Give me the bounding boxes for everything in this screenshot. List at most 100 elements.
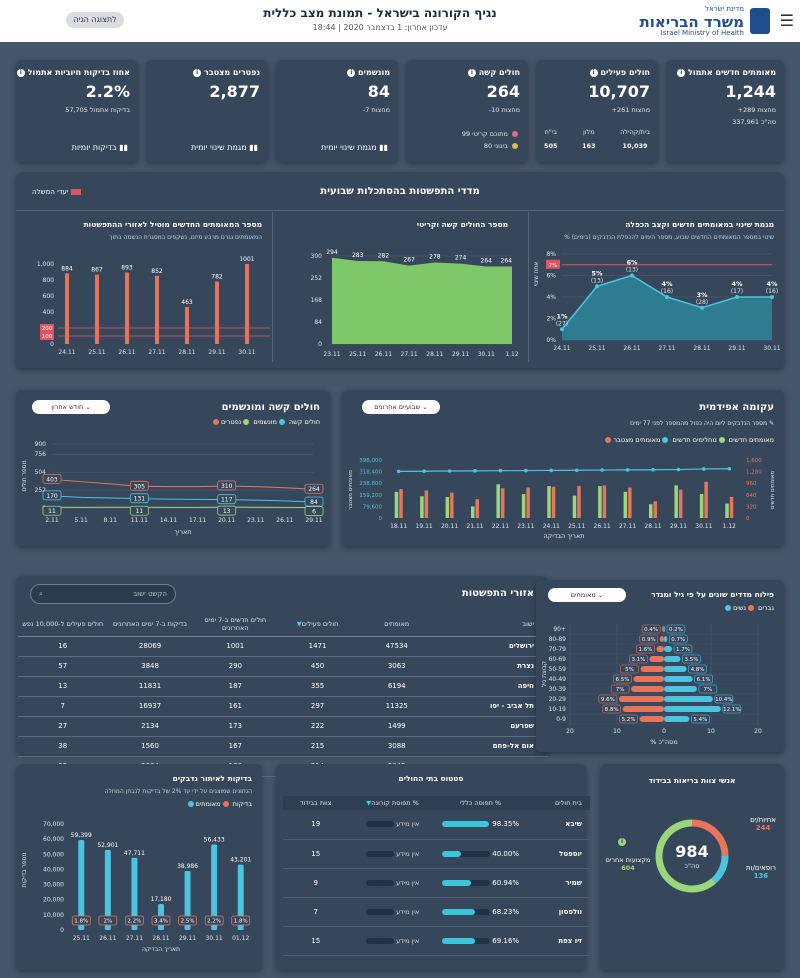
chart-legend: מאומתים חדשים מחלימים חדשים מאומתים מצטב…	[603, 436, 774, 444]
y-tick-label: 1,000	[37, 261, 54, 268]
city-search-input[interactable]: ⌕ הקשט ישוב	[30, 584, 176, 604]
staff-cell: 7	[283, 897, 349, 927]
info-icon[interactable]: i	[467, 68, 476, 77]
table-row[interactable]: שפרעם 1499 222 173 2134 27	[18, 716, 548, 737]
column-header[interactable]: חולים חדשים ב-7 ימים האחרונים	[192, 612, 278, 637]
y-tick-label: 800	[43, 277, 55, 284]
series-line	[51, 495, 315, 503]
target-label-box	[40, 332, 54, 340]
panel-subtitle: המאומתים נגרם מרבע מיזם, נשקפים במסגרת ה…	[109, 234, 262, 241]
bar-women	[649, 656, 664, 662]
data-label: 884	[61, 265, 73, 272]
data-label: 5%	[625, 667, 634, 673]
data-label: 4.8%	[691, 667, 705, 673]
kpi-title: אחוז בדיקות חיוביות אתמול	[27, 68, 130, 77]
table-cell: 6194	[357, 676, 437, 697]
metric-dropdown[interactable]: מאומתים ⌄	[548, 588, 626, 602]
corona-cell: אין מידע	[348, 839, 437, 869]
column-header[interactable]: מאומתים	[357, 612, 437, 637]
info-icon[interactable]: i	[589, 68, 598, 77]
bar	[95, 274, 99, 344]
bar-new-cases	[678, 489, 683, 518]
table-row[interactable]: אום אל-פחם 3088 215 167 1560 38	[18, 736, 548, 757]
column-header[interactable]: % תפוסת קורונה▼	[348, 796, 437, 810]
column-header[interactable]: בדיקות ב-7 ימים האחרונים	[107, 612, 193, 637]
column-header[interactable]: חולים פעילים▼	[277, 612, 358, 637]
column-header[interactable]: % תפוסה כללי	[436, 796, 525, 810]
table-cell: 1499	[357, 716, 437, 737]
table-cell: 187	[192, 676, 278, 697]
table-cell: 47534	[357, 636, 437, 657]
ministry-logo[interactable]: מדינת ישראל משרד הבריאות Israel Ministry…	[639, 5, 744, 38]
table-row[interactable]: שמיר 60.94% אין מידע 9	[283, 868, 590, 898]
x-tick-label: 27.11	[401, 351, 418, 358]
info-icon[interactable]: i	[16, 68, 25, 77]
kpi-critical: מתוכם קריטי 99	[461, 130, 508, 138]
occupancy-bar-fill	[442, 937, 476, 944]
data-label: 59,399	[71, 832, 92, 839]
occupancy-cell: 69.16%	[436, 926, 525, 956]
daily-trend-link[interactable]: מגמת שינוי יומית ▮▮	[191, 143, 258, 152]
weekly-section: מדדי התפשטות בהסתכלות שבועית יעדי המשלה …	[16, 172, 784, 368]
bar	[131, 857, 138, 930]
positive-rate-label: 2.2%	[127, 919, 141, 925]
staff-total-label: סה"כ	[684, 862, 700, 870]
bar	[155, 275, 159, 344]
value-badge	[125, 915, 144, 926]
cumulative-point	[473, 469, 477, 473]
column-header[interactable]: חולים פעילים ל-10,000 נפש	[18, 612, 108, 637]
chart-legend: בדיקות מאומתים	[186, 800, 252, 808]
table-row[interactable]: שיבא 98.35% אין מידע 19	[283, 810, 590, 840]
series-line	[51, 478, 315, 490]
table-row[interactable]: ירושלים 47534 1471 1001 28069 16	[18, 636, 548, 657]
table-row[interactable]: תל אביב - יפו 11325 297 161 16937 7	[18, 696, 548, 717]
y-tick-label: 60-69	[549, 656, 567, 663]
nurses-legend: אחיות/ים 244	[750, 816, 776, 832]
period-dropdown[interactable]: חודש אחרון ⌄	[32, 400, 110, 414]
table-row[interactable]: זיו צפת 69.16% אין מידע 15	[283, 926, 590, 956]
other-legend: מקצועות אחרים 604	[604, 856, 652, 872]
x-tick-label: 27.11	[148, 349, 165, 356]
info-icon[interactable]: i	[618, 838, 626, 846]
period-dropdown[interactable]: שבועיים אחרונים ⌄	[362, 400, 440, 414]
info-icon[interactable]: i	[347, 68, 356, 77]
table-row[interactable]: יוספטל 40.00% אין מידע 15	[283, 839, 590, 869]
cumulative-point	[498, 468, 503, 473]
bar	[215, 281, 219, 344]
kpi-title: חולים קשה	[478, 68, 520, 77]
cumulative-point	[422, 469, 426, 474]
hamburger-icon[interactable]: ☰	[779, 11, 794, 30]
data-label: 782	[211, 273, 223, 280]
table-row[interactable]: נצרת 3063 450 290 3848 57	[18, 656, 548, 677]
table-row[interactable]: חיפה 6194 355 187 11831 13	[18, 676, 548, 697]
table-cell: 11831	[107, 676, 193, 697]
table-cell: 16	[18, 636, 108, 657]
table-row[interactable]: וולפסון 68.23% אין מידע 7	[283, 897, 590, 927]
doctors-label: רופאים/ות	[746, 864, 776, 872]
y-axis-label: מספר בדיקות	[21, 853, 28, 888]
bar-new-cases	[602, 485, 607, 518]
daily-tests-link[interactable]: בדיקות יומיות ▮▮	[71, 143, 128, 152]
daily-trend-link[interactable]: מגמת שינוי יומית ▮▮	[321, 143, 388, 152]
info-icon[interactable]: i	[193, 68, 202, 77]
column-header[interactable]: ישוב	[436, 612, 548, 637]
column-header[interactable]: צוות בבידוד	[283, 796, 349, 810]
corona-bar	[365, 879, 394, 886]
data-label: 852	[151, 268, 163, 275]
corona-value: אין מידע	[396, 907, 420, 916]
new-cases-weekly-chart: 1,000800600400200010020088424.1186725.11…	[37, 256, 270, 356]
column-header[interactable]: בית חולים	[524, 796, 590, 810]
bar-women	[633, 676, 664, 682]
table-cell: 38	[18, 736, 108, 757]
view-toggle-button[interactable]: לתצוגה הגיה	[66, 12, 124, 28]
other-value: 604	[621, 864, 635, 872]
y-tick-label-right: 640	[746, 493, 757, 499]
x-tick-label: 27.11	[658, 345, 675, 352]
y-tick-label-right: 0	[746, 516, 750, 522]
value-badge	[42, 505, 62, 516]
epi-note: מספר הנדבקים ליום היה כפול מהמספר לפני 7…	[630, 420, 774, 427]
tests-chart: 70,000 60,000 50,000 40,000 30,000 20,000 10,0…	[21, 821, 251, 953]
bar-new-cases	[450, 492, 454, 518]
info-icon[interactable]: i	[677, 68, 686, 77]
data-label: 9.6%	[601, 697, 615, 703]
